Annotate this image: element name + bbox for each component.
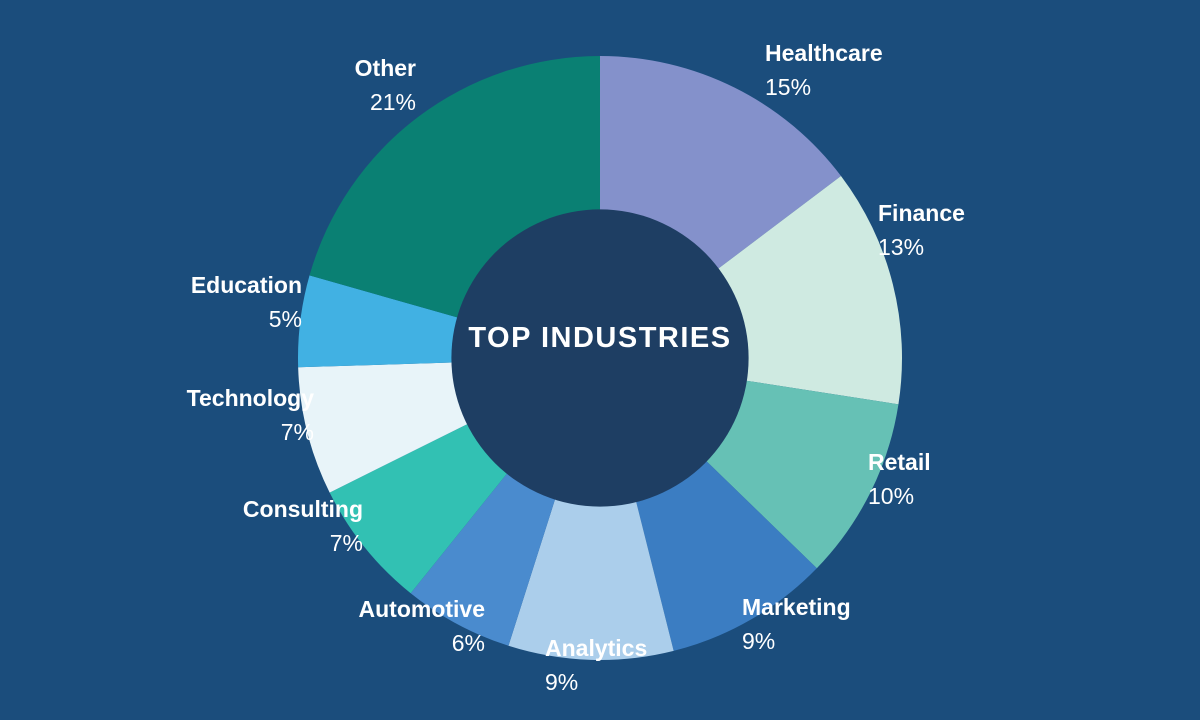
slice-percent: 6% [451,630,485,657]
label-marketing: Marketing 9% [742,594,851,655]
slice-percent: 10% [868,483,915,510]
slice-finance [718,176,903,405]
label-consulting: Consulting 7% [242,496,363,557]
slice-name: Consulting [242,496,363,522]
slice-name: Education [190,272,302,298]
label-automotive: Automotive 6% [358,596,486,657]
slice-education [297,275,458,368]
slice-consulting [329,423,508,594]
slice-healthcare [600,56,841,269]
slice-name: Other [354,55,416,81]
label-retail: Retail 10% [868,449,931,510]
slice-technology [298,362,468,493]
slice-percent: 5% [268,306,302,333]
slice-name: Technology [186,385,314,411]
slice-percent: 21% [369,89,416,116]
label-healthcare: Healthcare 15% [765,40,883,101]
slice-analytics [508,499,674,661]
label-analytics: Analytics 9% [545,635,648,696]
slice-retail [706,380,899,569]
donut-slices [297,56,903,661]
slice-name: Retail [868,449,931,475]
chart-title: TOP INDUSTRIES [468,322,732,354]
slice-name: Finance [878,200,965,226]
slice-percent: 15% [765,74,812,101]
slice-marketing [636,461,817,651]
donut-hole [451,209,749,507]
slice-automotive [410,473,556,646]
label-other: Other 21% [354,55,416,116]
slice-percent: 9% [742,628,776,655]
slice-percent: 13% [878,234,925,261]
slice-name: Automotive [358,596,486,622]
label-education: Education 5% [190,272,302,333]
slice-percent: 7% [280,419,314,446]
label-finance: Finance 13% [878,200,965,261]
slice-name: Healthcare [765,40,883,66]
slice-percent: 9% [545,669,579,696]
label-technology: Technology 7% [186,385,314,446]
slice-other [309,56,600,318]
slice-name: Analytics [545,635,648,661]
slice-name: Marketing [742,594,851,620]
slice-percent: 7% [329,530,363,557]
